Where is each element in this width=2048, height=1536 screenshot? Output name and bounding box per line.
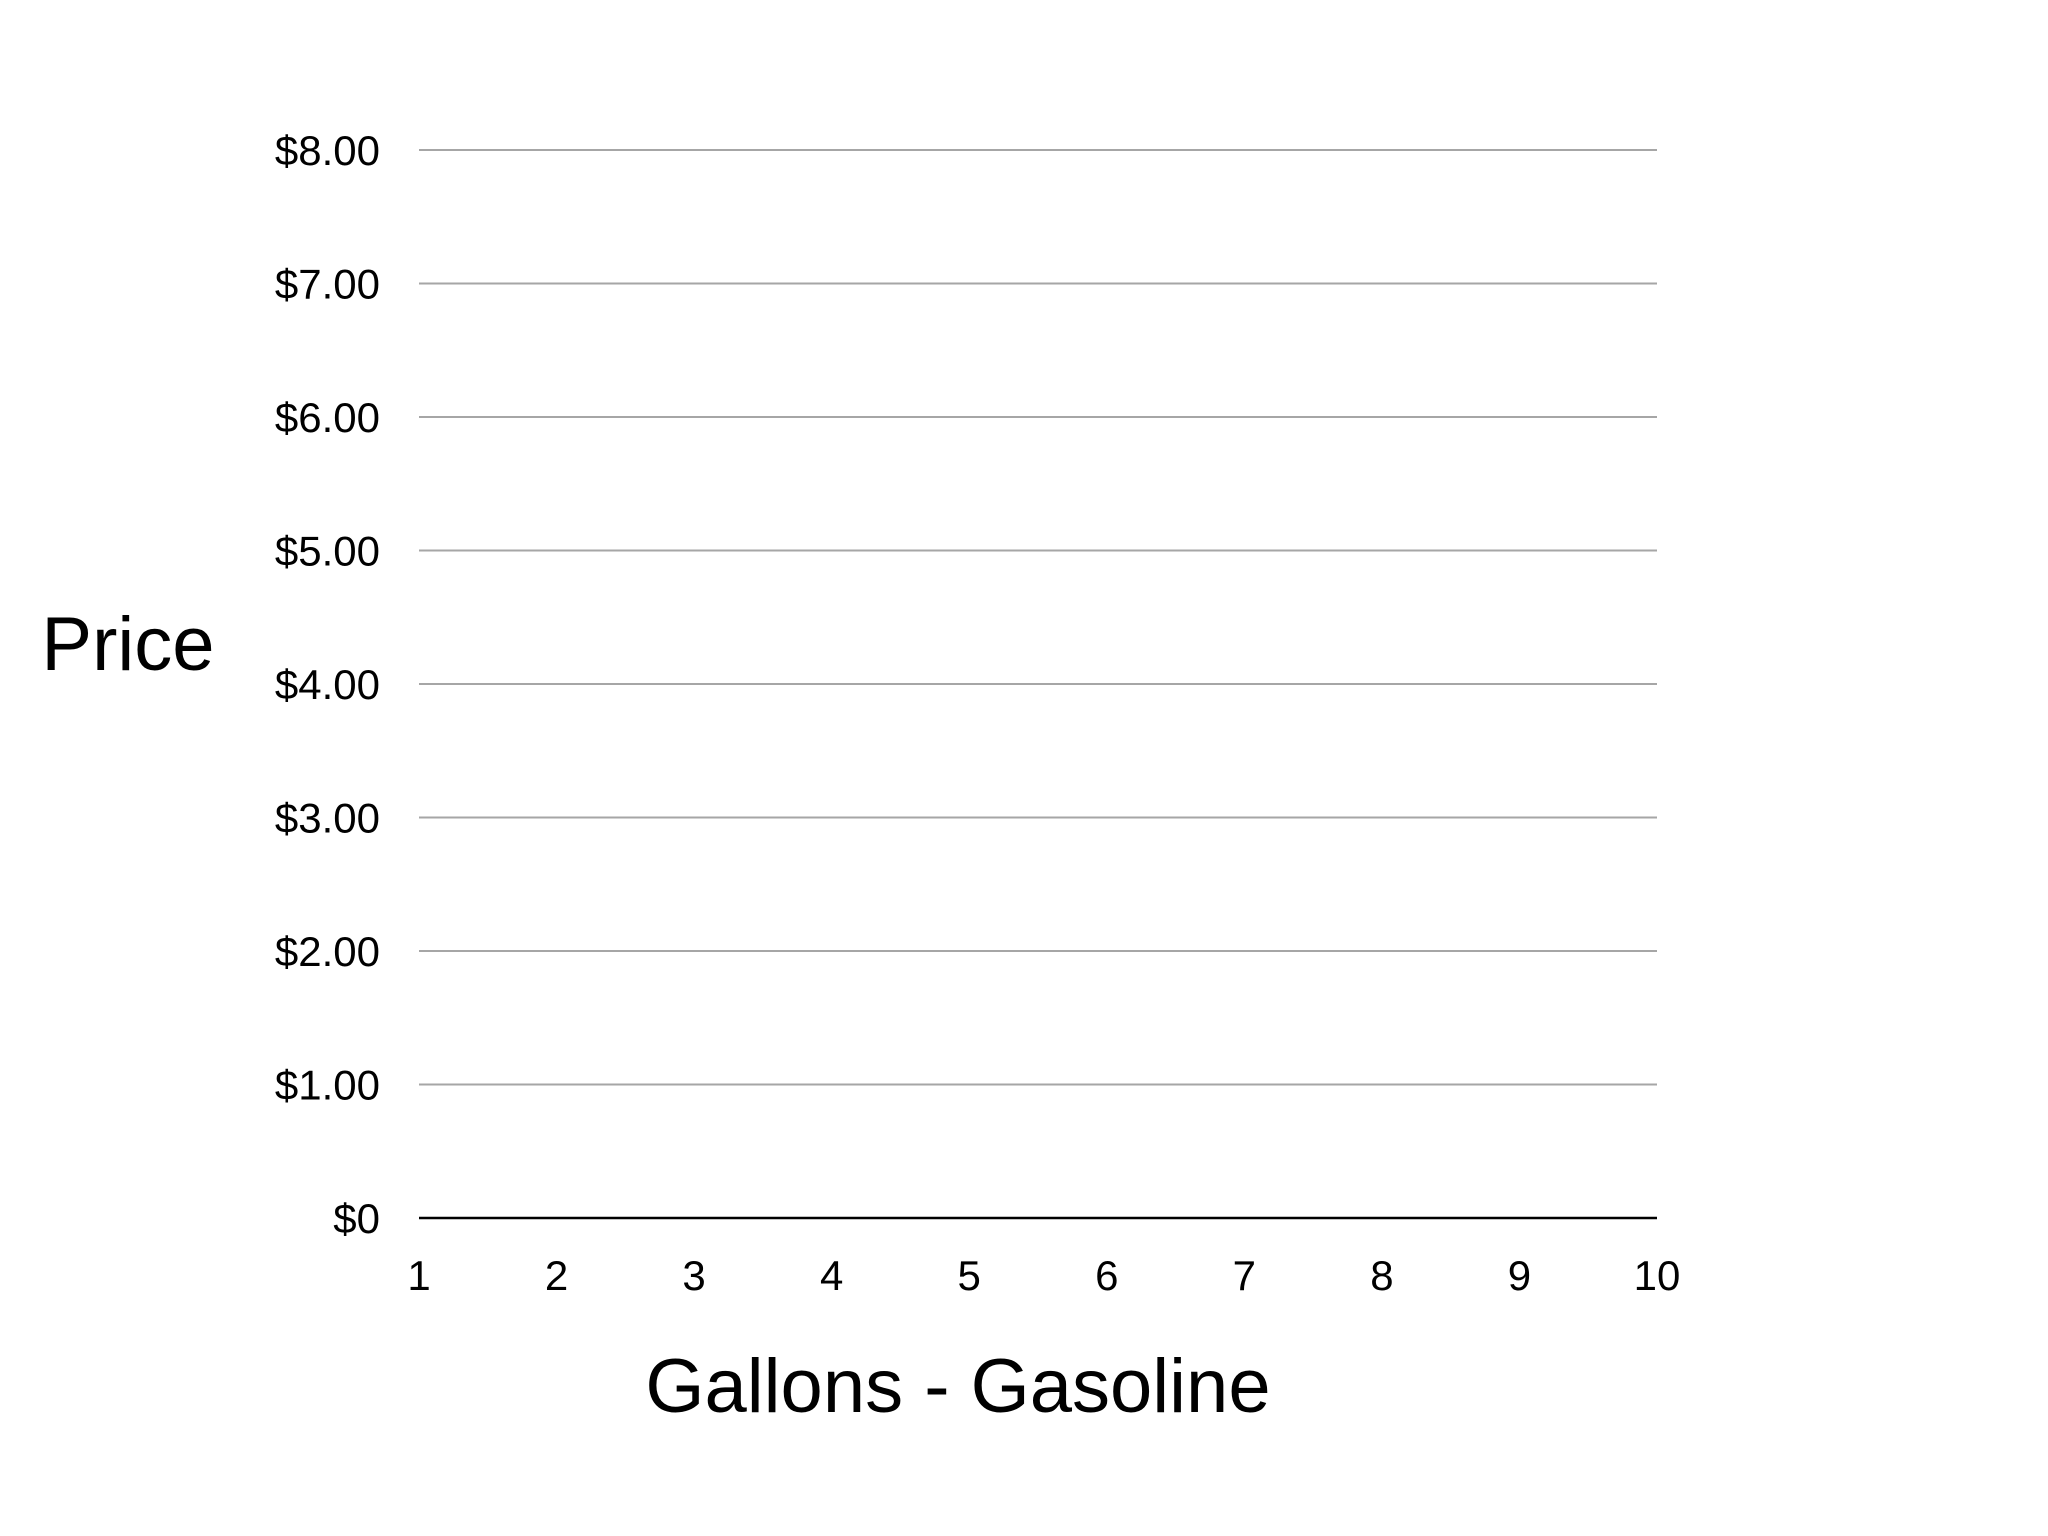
x-tick-label: 6 <box>1095 1252 1118 1299</box>
x-tick-label: 3 <box>682 1252 705 1299</box>
y-tick-label: $4.00 <box>275 661 380 708</box>
x-tick-label: 1 <box>407 1252 430 1299</box>
y-tick-label: $7.00 <box>275 261 380 308</box>
y-tick-label: $5.00 <box>275 528 380 575</box>
x-axis-tick-labels: 1 2 3 4 5 6 7 8 9 10 <box>407 1252 1680 1299</box>
x-tick-label: 5 <box>958 1252 981 1299</box>
y-tick-label: $1.00 <box>275 1062 380 1109</box>
y-tick-label: $6.00 <box>275 394 380 441</box>
x-tick-label: 2 <box>545 1252 568 1299</box>
y-tick-label: $3.00 <box>275 795 380 842</box>
y-tick-label: $0 <box>333 1195 380 1242</box>
x-tick-label: 4 <box>820 1252 843 1299</box>
gridlines <box>419 149 1657 1086</box>
x-tick-label: 10 <box>1634 1252 1681 1299</box>
x-tick-label: 9 <box>1508 1252 1531 1299</box>
x-tick-label: 7 <box>1233 1252 1256 1299</box>
y-tick-label: $2.00 <box>275 928 380 975</box>
x-tick-label: 8 <box>1370 1252 1393 1299</box>
y-axis-tick-labels: $0 $1.00 $2.00 $3.00 $4.00 $5.00 $6.00 $7.00 $8.… <box>275 127 380 1242</box>
x-axis-title: Gallons - Gasoline <box>645 1344 1270 1429</box>
y-tick-label: $8.00 <box>275 127 380 174</box>
y-axis-title: Price <box>41 602 214 687</box>
